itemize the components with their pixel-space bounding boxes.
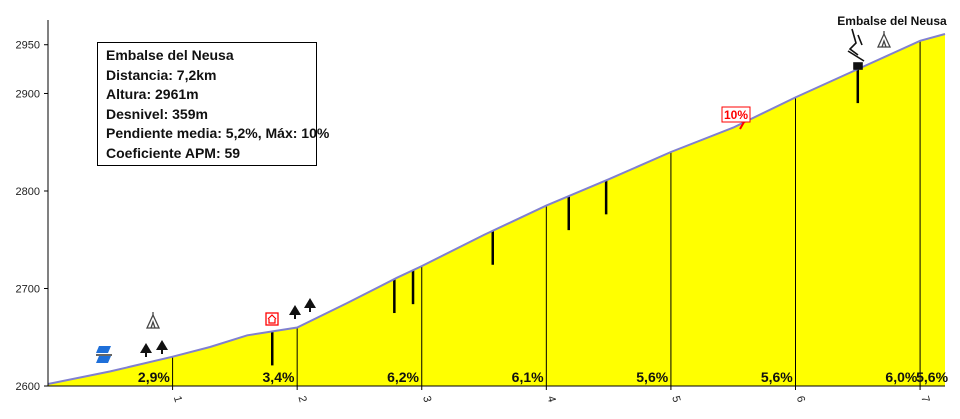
profile-markers	[271, 69, 860, 366]
max-gradient-text: 10%	[724, 108, 748, 122]
x-tick-label: 2	[295, 395, 308, 404]
segment-dividers	[172, 40, 921, 386]
info-box: Embalse del Neusa Distancia: 7,2km Altur…	[97, 42, 330, 166]
tent-icon	[876, 31, 892, 48]
x-tick-label: 4	[545, 395, 558, 404]
tree-icon	[156, 340, 168, 354]
tree-icon	[289, 305, 301, 319]
x-tick-label: 1	[171, 395, 184, 404]
lodge-icon	[265, 312, 279, 326]
segment-gradient-label: 5,6%	[761, 369, 793, 385]
tree-icon	[140, 343, 152, 357]
info-altitude: Altura: 2961m	[106, 86, 199, 102]
monument-icon	[847, 28, 865, 70]
y-tick-label: 2800	[16, 186, 40, 198]
x-tick-label: 7	[918, 395, 931, 404]
summit-label: Embalse del Neusa	[837, 14, 947, 28]
info-title: Embalse del Neusa	[106, 47, 234, 63]
segment-gradient-label: 3,4%	[263, 369, 295, 385]
y-tick-label: 2600	[16, 381, 40, 393]
segment-gradient-label: 5,6%	[636, 369, 668, 385]
info-apm: Coeficiente APM: 59	[106, 144, 241, 161]
tent-icon	[145, 312, 161, 329]
y-tick-label: 2700	[16, 283, 40, 295]
tree-icon	[304, 298, 316, 312]
segment-gradient-label: 6,0%	[885, 369, 917, 385]
info-gradient: Pendiente media: 5,2%, Máx: 10%	[106, 125, 330, 141]
max-gradient-badge: 10%	[721, 106, 751, 130]
segment-gradient-label: 6,1%	[512, 369, 544, 385]
x-ticks: 1 2 3 4 5 6 7	[171, 386, 932, 404]
info-elevation-gain: Desnivel: 359m	[106, 105, 208, 122]
info-distance: Distancia: 7,2km	[106, 66, 217, 83]
segment-gradient-label: 6,2%	[387, 369, 419, 385]
profile-line	[47, 33, 946, 385]
x-tick-label: 6	[794, 395, 807, 404]
segment-labels: 2,9% 3,4% 6,2% 6,1% 5,6% 5,6% 6,0%5,6%	[138, 369, 949, 385]
segment-gradient-label: 5,6%	[916, 369, 948, 385]
x-tick-label: 5	[669, 395, 682, 404]
segment-gradient-label: 2,9%	[138, 369, 170, 385]
y-tick-label: 2900	[16, 88, 40, 100]
profile-area	[48, 34, 945, 386]
x-tick-label: 3	[420, 395, 433, 404]
y-tick-label: 2950	[16, 40, 40, 52]
road-sign-icon	[96, 346, 112, 363]
y-ticks: 2600 2700 2800 2900 2950	[16, 40, 48, 393]
